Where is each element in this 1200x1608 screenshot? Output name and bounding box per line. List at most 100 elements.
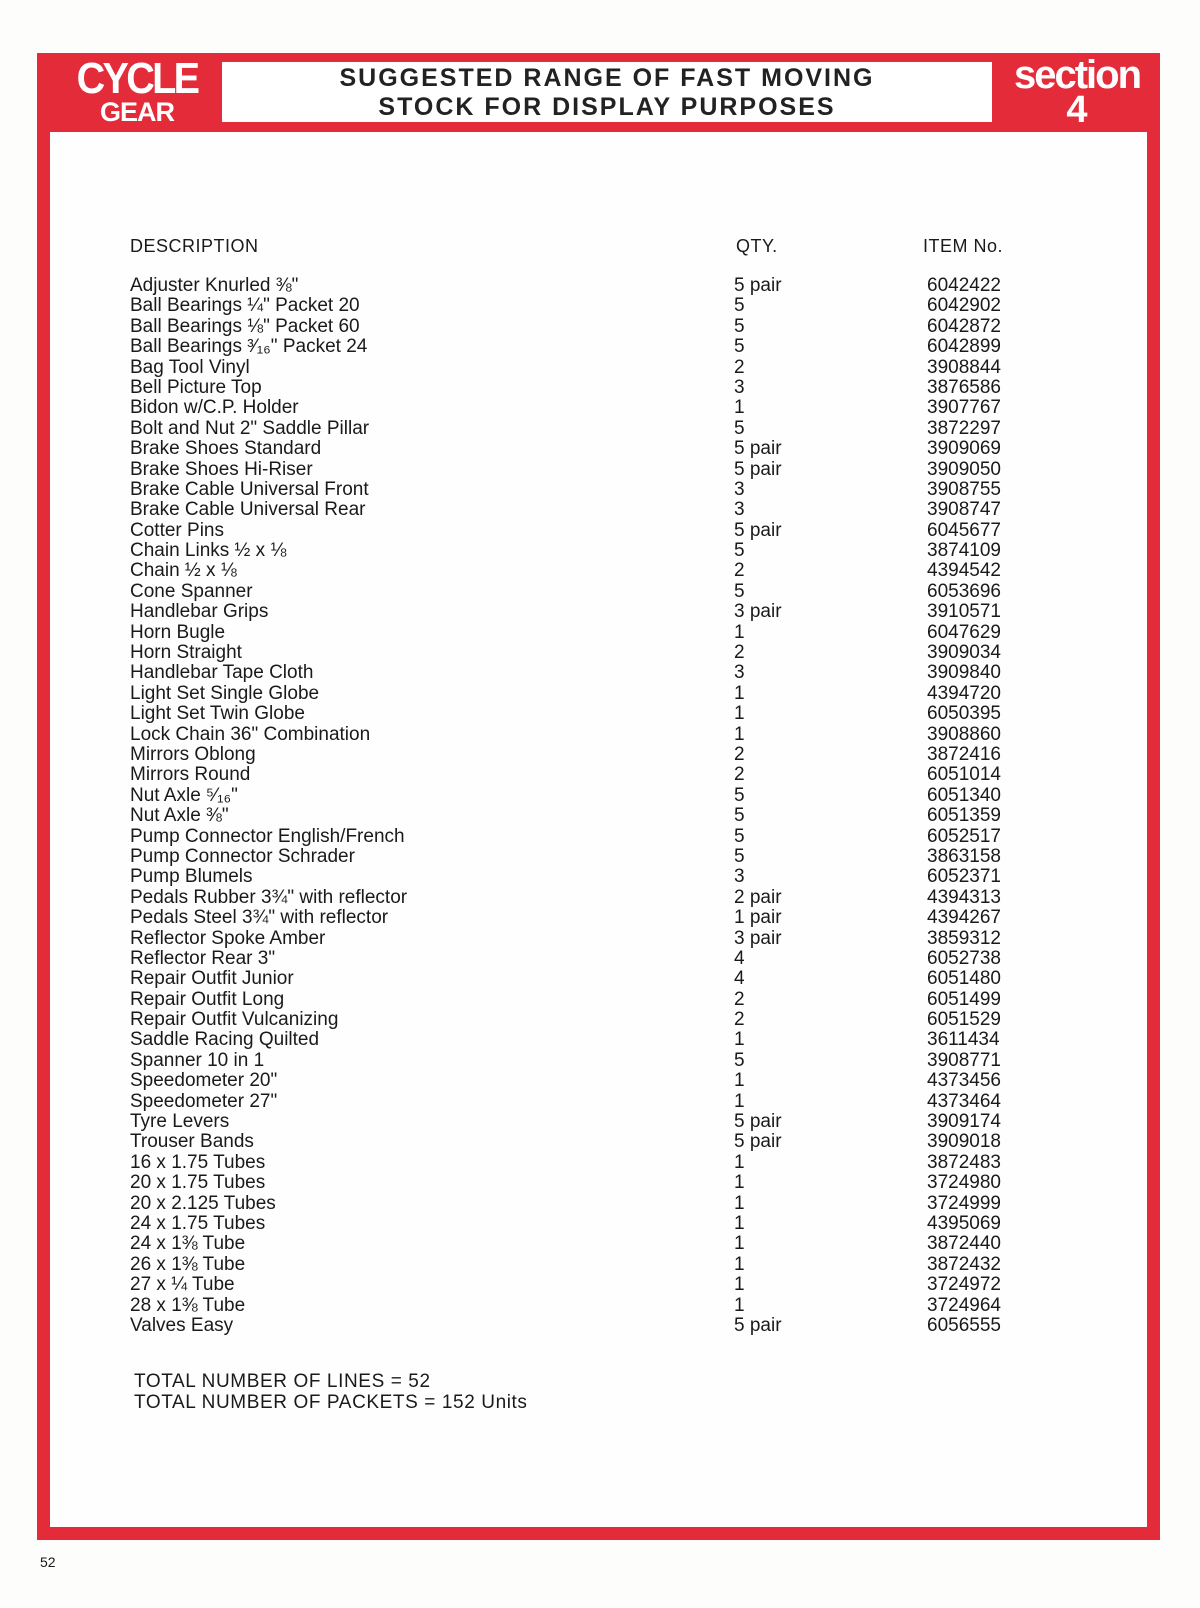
table-row: 24 x 1⅜ Tube 1 3872440 xyxy=(0,1234,1200,1254)
table-row: Bell Picture Top 3 3876586 xyxy=(0,376,1200,398)
description-cell: Pedals Steel 3¾" with reflector xyxy=(130,907,389,929)
item-no-cell: 3909018 xyxy=(927,1131,1001,1153)
description-cell: Light Set Single Globe xyxy=(130,682,320,704)
title-line2: STOCK FOR DISPLAY PURPOSES xyxy=(378,93,836,121)
section-label: section xyxy=(1013,53,1142,97)
table-row: Brake Shoes Hi-Riser 5 pair 3909050 xyxy=(0,459,1200,480)
item-no-cell: 3724972 xyxy=(927,1274,1001,1296)
description-cell: Pump Connector English/French xyxy=(130,825,405,847)
description-cell: Brake Cable Universal Front xyxy=(130,478,369,500)
description-cell: Pump Blumels xyxy=(130,866,253,888)
item-no-cell: 3724964 xyxy=(927,1294,1001,1316)
table-row: Nut Axle ⁵⁄₁₆" 5 6051340 xyxy=(0,784,1200,806)
item-no-cell: 6042899 xyxy=(927,336,1001,358)
item-no-cell: 3724999 xyxy=(927,1192,1001,1214)
table-row: Brake Shoes Standard 5 pair 3909069 xyxy=(0,439,1200,459)
description-cell: Valves Easy xyxy=(130,1314,234,1336)
qty-cell: 1 xyxy=(734,1294,745,1316)
table-row: 20 x 1.75 Tubes 1 3724980 xyxy=(0,1173,1200,1193)
qty-cell: 1 xyxy=(734,682,745,704)
qty-cell: 1 xyxy=(734,1090,745,1112)
description-cell: Handlebar Tape Cloth xyxy=(130,662,314,684)
table-row: Cone Spanner 5 6053696 xyxy=(0,580,1200,602)
description-cell: Lock Chain 36" Combination xyxy=(130,723,371,745)
item-no-cell: 3910571 xyxy=(927,601,1001,623)
qty-cell: 1 xyxy=(734,723,745,745)
description-cell: Bag Tool Vinyl xyxy=(130,356,250,378)
qty-cell: 1 xyxy=(734,1151,745,1173)
section-badge: section 4 xyxy=(1002,55,1152,129)
item-no-cell: 6042872 xyxy=(927,315,1001,337)
title-line1: SUGGESTED RANGE OF FAST MOVING xyxy=(339,64,875,92)
item-no-cell: 6051014 xyxy=(927,764,1001,786)
item-no-cell: 6052517 xyxy=(927,825,1001,847)
table-row: 28 x 1⅜ Tube 1 3724964 xyxy=(0,1294,1200,1316)
item-no-cell: 3872416 xyxy=(927,743,1001,765)
qty-cell: 5 xyxy=(734,845,745,867)
table-row: Repair Outfit Long 2 6051499 xyxy=(0,989,1200,1010)
qty-cell: 5 pair xyxy=(734,1111,782,1133)
item-no-cell: 4394313 xyxy=(927,886,1001,908)
table-row: 26 x 1⅜ Tube 1 3872432 xyxy=(0,1253,1200,1275)
item-no-cell: 3908844 xyxy=(927,356,1001,378)
qty-cell: 3 xyxy=(734,376,745,398)
item-no-cell: 3907767 xyxy=(927,397,1001,419)
qty-cell: 4 xyxy=(734,947,745,969)
table-row: Brake Cable Universal Rear 3 3908747 xyxy=(0,500,1200,520)
description-cell: Spanner 10 in 1 xyxy=(130,1049,265,1071)
table-row: Horn Straight 2 3909034 xyxy=(0,643,1200,663)
description-cell: Saddle Racing Quilted xyxy=(130,1029,320,1051)
description-cell: Pump Connector Schrader xyxy=(130,845,355,867)
item-no-cell: 3876586 xyxy=(927,376,1001,398)
description-cell: Speedometer 27" xyxy=(130,1090,278,1112)
column-header-qty: QTY. xyxy=(736,236,778,256)
qty-cell: 1 xyxy=(734,621,745,643)
stock-table: Adjuster Knurled ⅜" 5 pair 6042422 Ball Bea… xyxy=(0,276,1200,1336)
table-row: Chain ½ x ⅛ 2 4394542 xyxy=(0,561,1200,581)
qty-cell: 5 pair xyxy=(734,519,782,541)
qty-cell: 4 xyxy=(734,968,745,990)
qty-cell: 5 xyxy=(734,1049,745,1071)
description-cell: 20 x 1.75 Tubes xyxy=(130,1172,266,1194)
item-no-cell: 3872297 xyxy=(927,417,1001,439)
item-no-cell: 3909840 xyxy=(927,662,1001,684)
item-no-cell: 3874109 xyxy=(927,540,1001,562)
table-row: Ball Bearings ³⁄₁₆" Packet 24 5 6042899 xyxy=(0,337,1200,357)
item-no-cell: 6051480 xyxy=(927,968,1001,990)
item-no-cell: 4394267 xyxy=(927,907,1001,929)
table-row: Chain Links ½ x ⅛ 5 3874109 xyxy=(0,541,1200,561)
table-row: Saddle Racing Quilted 1 3611434 xyxy=(0,1030,1200,1050)
description-cell: Tyre Levers xyxy=(130,1111,230,1133)
item-no-cell: 6042902 xyxy=(927,295,1001,317)
total-packets: TOTAL NUMBER OF PACKETS = 152 Units xyxy=(134,1392,528,1413)
item-no-cell: 6050395 xyxy=(927,703,1001,725)
column-header-description: DESCRIPTION xyxy=(130,236,259,256)
qty-cell: 2 xyxy=(734,764,745,786)
qty-cell: 1 xyxy=(734,1253,745,1275)
description-cell: Ball Bearings ³⁄₁₆" Packet 24 xyxy=(130,336,368,358)
cycle-gear-logo: CYCLE GEAR xyxy=(57,57,217,126)
qty-cell: 1 xyxy=(734,1274,745,1296)
description-cell: Trouser Bands xyxy=(130,1131,254,1153)
qty-cell: 5 xyxy=(734,580,745,602)
qty-cell: 2 pair xyxy=(734,886,782,908)
item-no-cell: 6052371 xyxy=(927,866,1001,888)
column-header-item-no: ITEM No. xyxy=(923,236,1004,256)
table-row: Cotter Pins 5 pair 6045677 xyxy=(0,519,1200,541)
item-no-cell: 3908747 xyxy=(927,499,1001,521)
qty-cell: 1 xyxy=(734,1172,745,1194)
table-row: Reflector Rear 3" 4 6052738 xyxy=(0,947,1200,969)
item-no-cell: 4394720 xyxy=(927,682,1001,704)
page-frame: CYCLE GEAR SUGGESTED RANGE OF FAST MOVIN… xyxy=(37,53,1160,1540)
table-row: Ball Bearings ¼" Packet 20 5 6042902 xyxy=(0,296,1200,316)
table-row: Brake Cable Universal Front 3 3908755 xyxy=(0,478,1200,500)
description-cell: Repair Outfit Vulcanizing xyxy=(130,1009,339,1031)
item-no-cell: 3908771 xyxy=(927,1049,1001,1071)
description-cell: Nut Axle ⁵⁄₁₆" xyxy=(130,784,238,806)
description-cell: Reflector Spoke Amber xyxy=(130,927,326,949)
description-cell: Bidon w/C.P. Holder xyxy=(130,397,299,419)
description-cell: Chain Links ½ x ⅛ xyxy=(130,540,287,562)
table-row: Lock Chain 36" Combination 1 3908860 xyxy=(0,723,1200,745)
item-no-cell: 6045677 xyxy=(927,519,1001,541)
table-row: Speedometer 27" 1 4373464 xyxy=(0,1090,1200,1112)
